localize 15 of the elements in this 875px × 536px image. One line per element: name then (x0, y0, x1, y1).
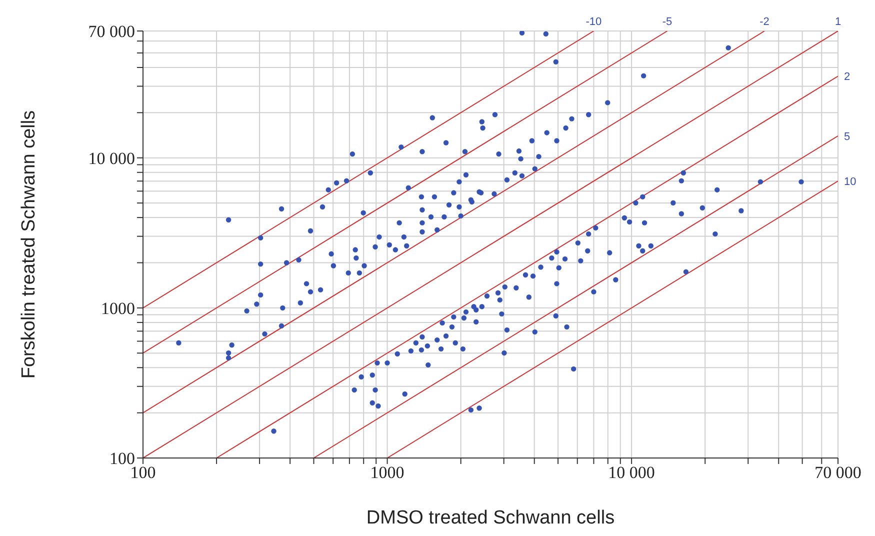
x-axis-title: DMSO treated Schwann cells (366, 507, 615, 528)
series-label: -2 (760, 16, 770, 28)
y-tick-label: 10 000 (88, 148, 135, 168)
series-label: -10 (586, 16, 602, 28)
series-label: -5 (662, 16, 672, 28)
y-tick-label: 70 000 (88, 22, 135, 42)
series-label: 2 (844, 71, 850, 84)
y-tick-label: 1000 (101, 298, 135, 318)
x-tick-label: 70 000 (814, 463, 862, 482)
series-label: 5 (844, 130, 850, 143)
x-tick-label: 1000 (370, 463, 404, 482)
x-tick-label: 10 000 (608, 463, 655, 482)
series-label: 10 (844, 176, 856, 188)
y-axis-title: Forskolin treated Schwann cells (18, 110, 40, 379)
series-label: 1 (834, 16, 842, 28)
